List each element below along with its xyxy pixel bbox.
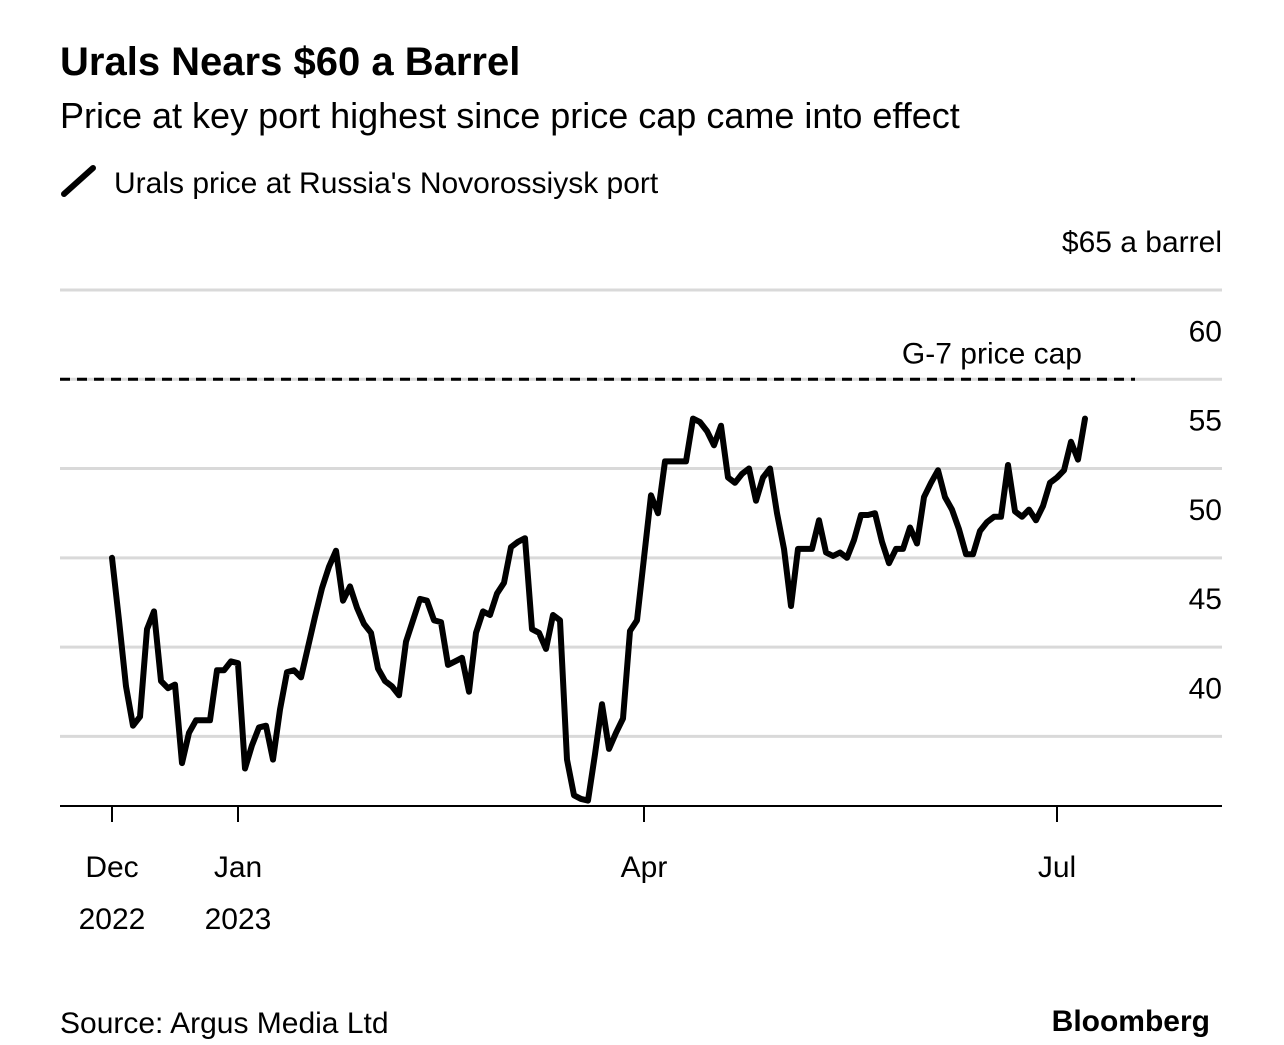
x-tick-label: Dec 2022 bbox=[78, 851, 146, 936]
legend-swatch bbox=[61, 165, 96, 197]
x-tick-label: Apr bbox=[620, 851, 668, 884]
y-tick-label: 45 bbox=[1189, 583, 1222, 616]
y-tick-label: 40 bbox=[1189, 672, 1222, 705]
legend-label: Urals price at Russia's Novorossiysk por… bbox=[114, 167, 659, 200]
chart-subtitle: Price at key port highest since price ca… bbox=[60, 95, 960, 136]
annotation: G-7 price cap bbox=[902, 337, 1082, 370]
series-line bbox=[109, 415, 1088, 804]
y-tick-label: 50 bbox=[1189, 494, 1222, 527]
chart-title: Urals Nears $60 a Barrel bbox=[60, 40, 520, 84]
source: Source: Argus Media Ltd bbox=[60, 1007, 389, 1040]
x-tick-label: Jul bbox=[1037, 851, 1077, 884]
y-tick-label: $65 a barrel bbox=[1062, 226, 1222, 259]
y-tick-label: 60 bbox=[1189, 315, 1222, 348]
y-tick-label: 55 bbox=[1189, 405, 1222, 438]
credit: Bloomberg bbox=[1052, 1005, 1210, 1038]
x-tick-label: Jan 2023 bbox=[204, 851, 272, 936]
